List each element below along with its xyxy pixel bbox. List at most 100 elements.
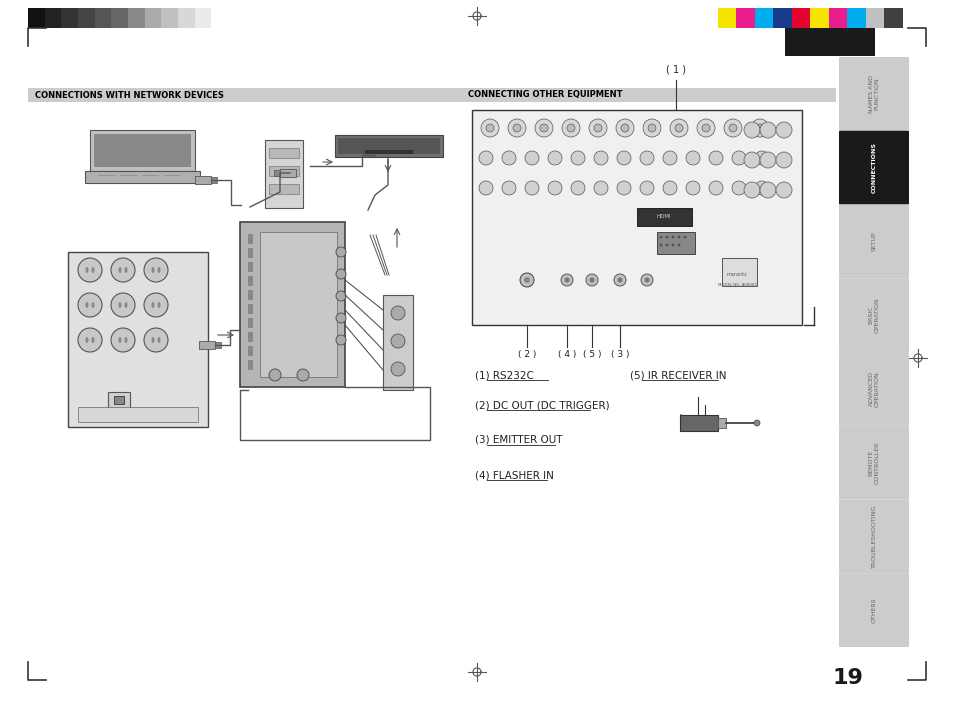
FancyBboxPatch shape bbox=[838, 205, 908, 278]
FancyBboxPatch shape bbox=[838, 500, 908, 573]
Text: (4) FLASHER IN: (4) FLASHER IN bbox=[475, 470, 554, 480]
Bar bbox=[784, 28, 874, 56]
Ellipse shape bbox=[152, 267, 154, 273]
Circle shape bbox=[269, 369, 281, 381]
Circle shape bbox=[639, 151, 654, 165]
Circle shape bbox=[617, 278, 622, 282]
Circle shape bbox=[665, 244, 668, 246]
Circle shape bbox=[513, 124, 520, 132]
Text: SETUP: SETUP bbox=[871, 232, 876, 251]
Circle shape bbox=[547, 181, 561, 195]
Text: ( 5 ): ( 5 ) bbox=[582, 350, 600, 359]
Text: CONNECTING OTHER EQUIPMENT: CONNECTING OTHER EQUIPMENT bbox=[468, 91, 622, 100]
Circle shape bbox=[391, 362, 405, 376]
Ellipse shape bbox=[91, 267, 94, 273]
Bar bbox=[260, 232, 336, 377]
Circle shape bbox=[675, 124, 682, 132]
Circle shape bbox=[535, 119, 553, 137]
Bar bbox=[382, 295, 413, 390]
Bar bbox=[828, 8, 846, 28]
Bar bbox=[248, 304, 253, 314]
Ellipse shape bbox=[157, 267, 160, 273]
Circle shape bbox=[561, 119, 579, 137]
FancyBboxPatch shape bbox=[838, 573, 908, 647]
Bar bbox=[78, 407, 198, 422]
Circle shape bbox=[701, 124, 709, 132]
Circle shape bbox=[723, 119, 741, 137]
Circle shape bbox=[296, 369, 309, 381]
Circle shape bbox=[617, 181, 630, 195]
Circle shape bbox=[640, 274, 652, 286]
Circle shape bbox=[750, 119, 768, 137]
Bar bbox=[248, 276, 253, 286]
Bar bbox=[211, 177, 216, 183]
Bar bbox=[199, 341, 214, 349]
Bar bbox=[280, 169, 295, 177]
FancyBboxPatch shape bbox=[838, 278, 908, 352]
Bar bbox=[194, 176, 211, 184]
Circle shape bbox=[685, 151, 700, 165]
Circle shape bbox=[547, 151, 561, 165]
Bar bbox=[28, 88, 835, 102]
Circle shape bbox=[335, 247, 346, 257]
Bar bbox=[337, 138, 439, 154]
Circle shape bbox=[731, 151, 745, 165]
Circle shape bbox=[594, 124, 601, 132]
Text: ( 3 ): ( 3 ) bbox=[610, 350, 629, 359]
Bar bbox=[718, 418, 725, 428]
Ellipse shape bbox=[118, 337, 121, 343]
Bar bbox=[240, 222, 345, 387]
Bar bbox=[365, 150, 413, 154]
Bar bbox=[657, 232, 695, 254]
Circle shape bbox=[507, 119, 525, 137]
Bar bbox=[28, 8, 45, 28]
Bar bbox=[736, 8, 754, 28]
Bar bbox=[721, 258, 757, 286]
Bar bbox=[68, 252, 208, 427]
Bar bbox=[248, 360, 253, 370]
Bar bbox=[269, 166, 298, 176]
Circle shape bbox=[144, 258, 168, 282]
Circle shape bbox=[478, 181, 493, 195]
Bar bbox=[161, 8, 178, 28]
Circle shape bbox=[524, 151, 538, 165]
Bar bbox=[90, 130, 194, 171]
Bar bbox=[85, 171, 200, 183]
Bar bbox=[145, 8, 161, 28]
Circle shape bbox=[760, 122, 775, 138]
Text: ( 2 ): ( 2 ) bbox=[517, 350, 536, 359]
Circle shape bbox=[571, 151, 584, 165]
Circle shape bbox=[111, 258, 135, 282]
Text: ( 1 ): ( 1 ) bbox=[665, 65, 685, 75]
FancyBboxPatch shape bbox=[838, 131, 908, 205]
Ellipse shape bbox=[125, 302, 128, 308]
Bar bbox=[112, 8, 128, 28]
Circle shape bbox=[754, 181, 768, 195]
Circle shape bbox=[566, 124, 575, 132]
Bar bbox=[754, 8, 773, 28]
Bar bbox=[274, 170, 280, 176]
Bar bbox=[810, 8, 828, 28]
Ellipse shape bbox=[86, 267, 89, 273]
Ellipse shape bbox=[125, 337, 128, 343]
Bar bbox=[265, 140, 303, 208]
Ellipse shape bbox=[157, 337, 160, 343]
Circle shape bbox=[524, 181, 538, 195]
Circle shape bbox=[682, 236, 686, 239]
Circle shape bbox=[594, 181, 607, 195]
Circle shape bbox=[501, 151, 516, 165]
Ellipse shape bbox=[125, 267, 128, 273]
Circle shape bbox=[78, 328, 102, 352]
Text: NAMES AND
FUNCTION: NAMES AND FUNCTION bbox=[867, 75, 879, 113]
Circle shape bbox=[753, 420, 760, 426]
Circle shape bbox=[708, 181, 722, 195]
Circle shape bbox=[523, 277, 530, 283]
Circle shape bbox=[755, 124, 763, 132]
Circle shape bbox=[677, 244, 679, 246]
Circle shape bbox=[659, 236, 661, 239]
Circle shape bbox=[697, 119, 714, 137]
Text: CONNECTIONS WITH NETWORK DEVICES: CONNECTIONS WITH NETWORK DEVICES bbox=[35, 91, 224, 100]
Circle shape bbox=[589, 278, 594, 282]
Ellipse shape bbox=[152, 302, 154, 308]
Ellipse shape bbox=[152, 337, 154, 343]
